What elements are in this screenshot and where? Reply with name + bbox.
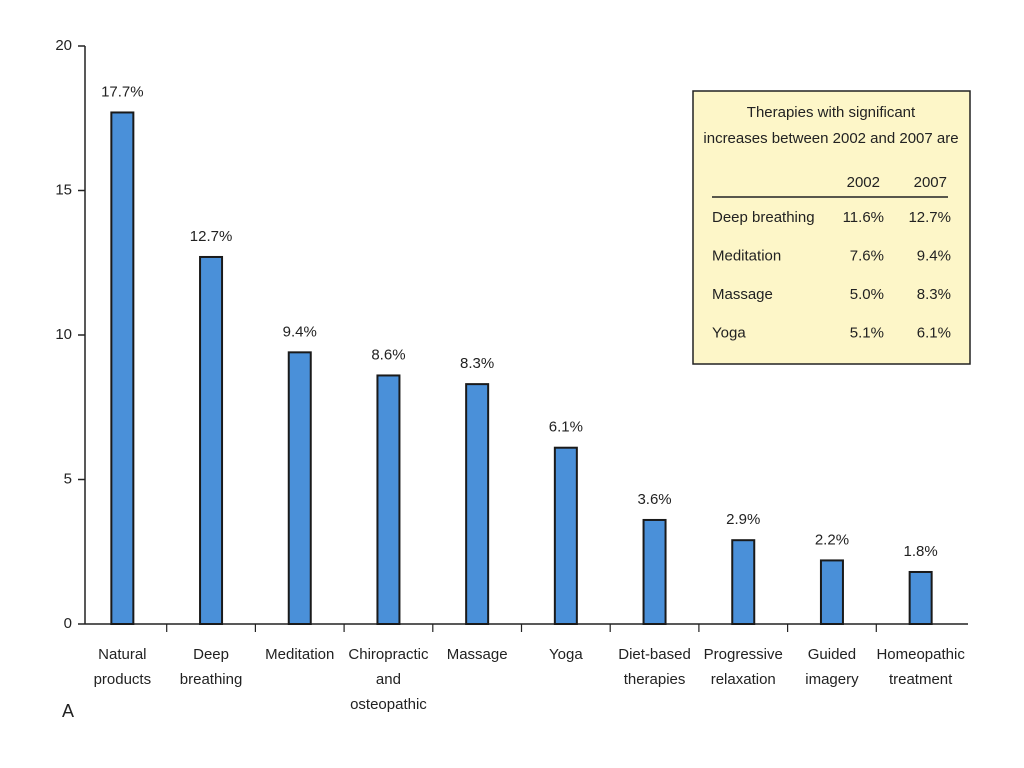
x-tick-label: osteopathic [350,696,427,713]
bar [465,383,490,625]
x-tick-label: Meditation [265,646,334,663]
x-tick-label: therapies [624,671,686,688]
value-label: 3.6% [637,491,671,508]
inset-cell: 11.6% [843,209,884,226]
y-tick-label: 20 [55,37,72,54]
inset-title: Therapies with significant [747,104,916,121]
value-label: 1.8% [904,543,938,560]
inset-cell: 5.0% [850,286,884,303]
x-tick-label: relaxation [711,671,776,688]
bar [819,559,844,625]
inset-row-name: Yoga [712,324,746,341]
inset-cell: 12.7% [908,209,951,226]
x-tick-label: Progressive [704,646,783,663]
inset-row-name: Deep breathing [712,209,815,226]
bar [110,111,135,625]
inset-title: increases between 2002 and 2007 are [703,130,958,147]
inset-cell: 6.1% [917,324,951,341]
x-tick-label: Guided [808,646,856,663]
x-tick-label: Yoga [549,646,583,663]
y-tick-label: 5 [64,470,72,487]
bar [553,446,578,625]
inset-cell: 7.6% [850,247,884,264]
x-tick-label: Deep [193,646,229,663]
inset-row-name: Massage [712,286,773,303]
panel-label: A [62,701,74,721]
x-tick-label: Homeopathic [876,646,965,663]
bar [287,351,312,625]
value-label: 2.2% [815,531,849,548]
value-label: 9.4% [283,323,317,340]
inset-row-name: Meditation [712,247,781,264]
x-tick-label: Diet-based [618,646,691,663]
inset-box [692,90,971,365]
value-label: 6.1% [549,419,583,436]
bar [642,518,667,626]
inset-cell: 9.4% [917,247,951,264]
y-tick-label: 15 [55,181,72,198]
inset-column: 2002 [847,174,880,191]
x-tick-label: and [376,671,401,688]
bar [908,570,933,625]
value-label: 8.3% [460,355,494,372]
value-label: 17.7% [101,83,144,100]
y-tick-label: 10 [55,326,72,343]
bar [199,255,224,625]
x-tick-label: Natural [98,646,146,663]
inset-cell: 5.1% [850,324,884,341]
x-tick-label: imagery [805,671,859,688]
y-tick-label: 0 [64,615,72,632]
value-label: 12.7% [190,228,233,245]
x-tick-label: treatment [889,671,953,688]
x-tick-label: Chiropractic [348,646,429,663]
bar [376,374,401,625]
value-label: 2.9% [726,511,760,528]
bar [731,539,756,625]
x-tick-label: Massage [447,646,508,663]
value-label: 8.6% [371,346,405,363]
inset-cell: 8.3% [917,286,951,303]
inset-column: 2007 [914,174,947,191]
x-tick-label: breathing [180,671,243,688]
x-tick-label: products [94,671,152,688]
